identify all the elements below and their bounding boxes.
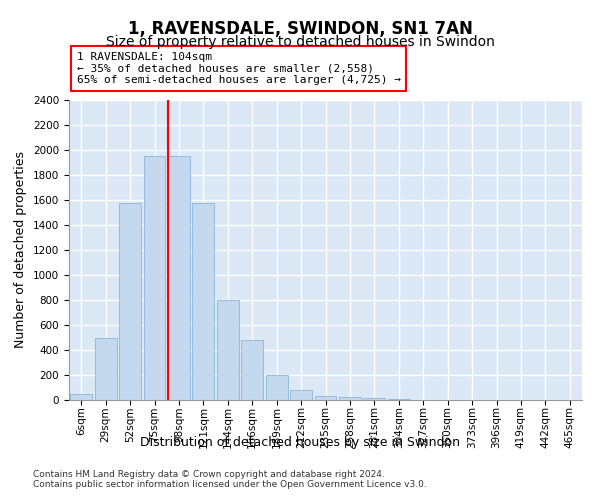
Text: Distribution of detached houses by size in Swindon: Distribution of detached houses by size … [140,436,460,449]
Text: 1, RAVENSDALE, SWINDON, SN1 7AN: 1, RAVENSDALE, SWINDON, SN1 7AN [128,20,472,38]
Bar [143,156,166,400]
Text: Contains HM Land Registry data © Crown copyright and database right 2024.: Contains HM Land Registry data © Crown c… [33,470,385,479]
Y-axis label: Number of detached properties: Number of detached properties [14,152,28,348]
Bar [95,338,116,400]
Text: 1 RAVENSDALE: 104sqm
← 35% of detached houses are smaller (2,558)
65% of semi-de: 1 RAVENSDALE: 104sqm ← 35% of detached h… [77,52,401,85]
Bar [193,202,214,400]
Bar [339,397,361,400]
Bar [364,398,385,400]
Text: Contains public sector information licensed under the Open Government Licence v3: Contains public sector information licen… [33,480,427,489]
Bar [241,340,263,400]
Bar [70,394,92,400]
Bar [266,375,287,400]
Bar [314,396,337,400]
Text: Size of property relative to detached houses in Swindon: Size of property relative to detached ho… [106,35,494,49]
Bar [388,399,410,400]
Bar [290,390,312,400]
Bar [168,156,190,400]
Bar [217,300,239,400]
Bar [119,202,141,400]
